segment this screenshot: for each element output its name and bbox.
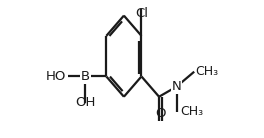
Text: CH₃: CH₃	[181, 105, 204, 118]
Text: CH₃: CH₃	[196, 65, 219, 78]
Text: Cl: Cl	[135, 7, 148, 20]
Text: HO: HO	[46, 70, 67, 83]
Text: O: O	[155, 107, 166, 120]
Text: N: N	[172, 80, 181, 93]
Text: OH: OH	[75, 96, 96, 109]
Text: B: B	[81, 70, 90, 83]
